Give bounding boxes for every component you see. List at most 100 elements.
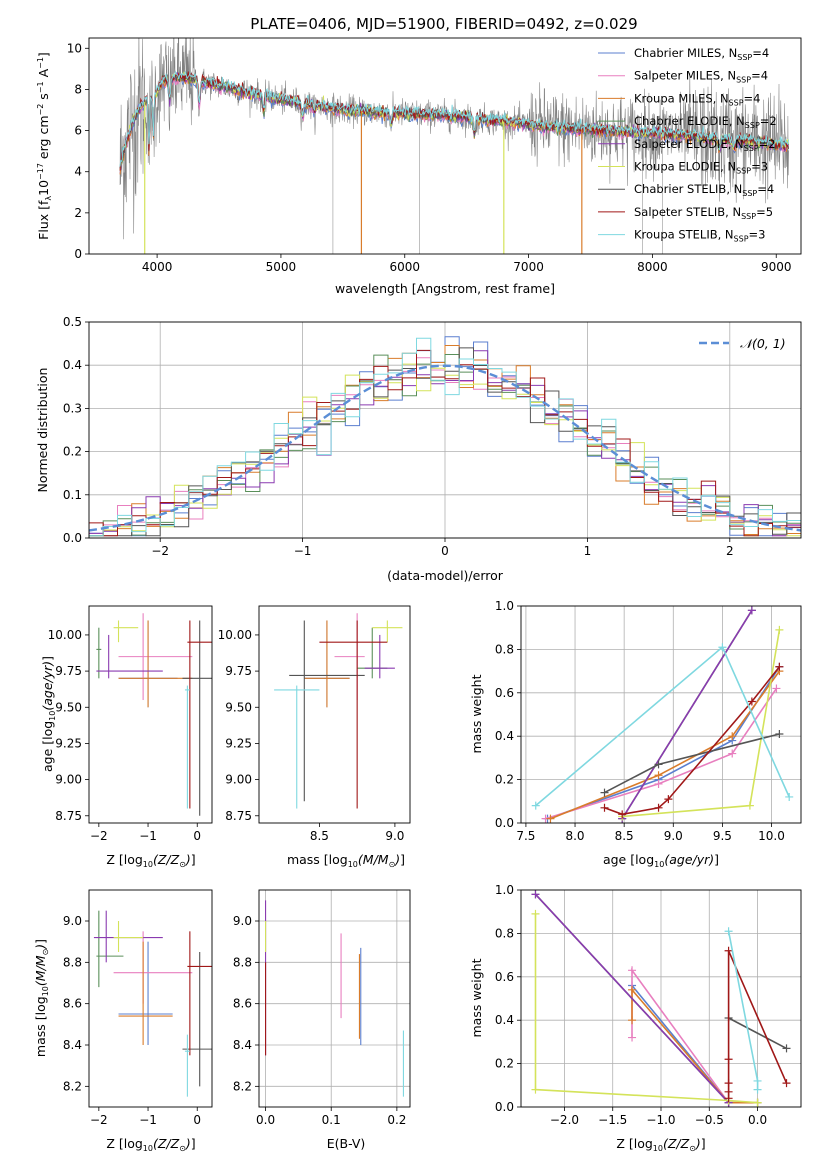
panel-2-axes: −2 −1 0 8.75 9.00 9.25 9.50 9.75 10.00 <box>48 628 201 843</box>
legend-subscript: SSP <box>734 235 749 244</box>
legend-label: Salpeter STELIB, NSSP=5 <box>634 205 773 221</box>
legend-subscript: SSP <box>737 53 752 62</box>
y-tick-label: 9.00 <box>225 773 252 787</box>
panel-6-x-label: E(B-V) <box>327 1136 366 1151</box>
x-tick-label: 10.0 <box>758 829 785 843</box>
panel-5-x-label: Z [log10(Z/Z⊙)] <box>106 1136 195 1153</box>
y-tick-label: 8.2 <box>63 1079 82 1093</box>
weight-marker-kroupa-elodie <box>531 909 540 918</box>
panel-7-axes: −2.0 −1.5 −1.0 −0.5 0.0 0.0 0.2 0.4 0.6 0.8 1.0 <box>495 883 801 1127</box>
weight-marker-kroupa-elodie <box>753 1098 762 1107</box>
y-tick-label: 8.2 <box>233 1079 252 1093</box>
spectrum-x-label: wavelength [Angstrom, rest frame] <box>335 281 555 296</box>
panel-4-y-label: mass weight <box>469 674 484 753</box>
y-tick-label: 8.6 <box>63 997 82 1011</box>
legend-subscript: SSP <box>736 167 751 176</box>
panel-0-axes: 4000 5000 6000 7000 8000 9000 0 2 4 6 8 10 <box>67 41 792 274</box>
x-tick-label: 0 <box>441 544 449 558</box>
y-tick-label: 9.50 <box>55 700 82 714</box>
x-tick-label: 8000 <box>637 260 668 274</box>
y-tick-label: 0.2 <box>495 773 514 787</box>
x-tick-label: 0.2 <box>387 1113 406 1127</box>
weight-marker-salpeter-stelib <box>600 803 609 812</box>
y-tick-label: 0.4 <box>495 1013 514 1027</box>
weight-marker-salpeter-stelib <box>782 1079 791 1088</box>
weight-marker-kroupa-elodie <box>531 1085 540 1094</box>
y-tick-label: 0.4 <box>495 729 514 743</box>
y-tick-label: 0.2 <box>495 1057 514 1071</box>
weight-marker-salpeter-elodie <box>747 606 756 615</box>
histogram-plot <box>89 336 801 538</box>
weight-marker-salpeter-stelib <box>724 946 733 955</box>
legend-suffix: =4 <box>751 69 768 83</box>
weight-marker-salpeter-miles <box>654 779 663 788</box>
x-tick-label: 0 <box>193 1113 201 1127</box>
weight-marker-salpeter-stelib <box>775 662 784 671</box>
y-tick-label: 9.25 <box>55 736 82 750</box>
y-tick-label: 0.5 <box>63 315 82 329</box>
y-tick-label: 9.0 <box>233 914 252 928</box>
weight-line-salpeter-elodie <box>534 893 730 1104</box>
legend-subscript: SSP <box>729 98 744 107</box>
panel-3-axes: 8.5 9.0 8.75 9.00 9.25 9.50 9.75 10.00 <box>218 628 405 843</box>
panel-7-x-label: Z [log10(Z/Z⊙)] <box>616 1136 705 1153</box>
figure-title: PLATE=0406, MJD=51900, FIBERID=0492, z=0… <box>250 15 637 33</box>
y-tick-label: 8.75 <box>55 809 82 823</box>
panel-2-frame <box>88 605 213 824</box>
weight-marker-kroupa-miles <box>728 732 737 741</box>
weight-marker-kroupa-elodie <box>745 801 754 810</box>
spectrum-y-label: Flux [fλ10−17 erg cm−2 s−1 A−1] <box>36 52 53 240</box>
histogram-y-label: Normed distribution <box>35 368 50 493</box>
x-tick-label: −2 <box>90 829 108 843</box>
weight-marker-salpeter-miles <box>728 749 737 758</box>
y-tick-label: 9.0 <box>63 914 82 928</box>
x-tick-label: 0.0 <box>748 1113 767 1127</box>
legend-subscript: SSP <box>741 212 756 221</box>
y-tick-label: 0 <box>74 247 82 261</box>
y-tick-label: 8.8 <box>63 955 82 969</box>
x-tick-label: 0.0 <box>256 1113 275 1127</box>
panel-2-y-label: age [log10(age/yr)] <box>40 656 57 772</box>
legend-suffix: =4 <box>752 46 769 60</box>
weight-line-chabrier-stelib <box>728 1017 787 1050</box>
weight-marker-salpeter-stelib <box>654 803 663 812</box>
weight-marker-kroupa-miles <box>654 771 663 780</box>
weight-marker-kroupa-stelib <box>724 927 733 936</box>
legend-suffix: =3 <box>751 160 768 174</box>
weight-marker-chabrier-stelib <box>782 1044 791 1053</box>
y-tick-label: 0.1 <box>63 488 82 502</box>
weight-marker-kroupa-stelib <box>718 643 727 652</box>
legend-suffix: =4 <box>757 182 774 196</box>
y-tick-label: 6 <box>74 124 82 138</box>
y-tick-label: 0.3 <box>63 401 82 415</box>
y-tick-label: 10.00 <box>48 628 82 642</box>
weight-line-salpeter-elodie <box>621 609 753 820</box>
x-tick-label: 2 <box>726 544 734 558</box>
panel-4-x-label: age [log10(age/yr)] <box>603 852 719 869</box>
x-tick-label: 9000 <box>761 260 792 274</box>
y-tick-label: 9.50 <box>225 700 252 714</box>
x-tick-label: 8.0 <box>565 829 584 843</box>
y-tick-label: 9.00 <box>55 773 82 787</box>
legend-suffix: =3 <box>749 228 766 242</box>
weight-marker-salpeter-stelib <box>724 1079 733 1088</box>
model-spectrum-kroupa-stelib <box>119 70 790 167</box>
panel-4-frame <box>520 605 802 824</box>
panel-0-frame <box>88 37 802 255</box>
legend-suffix: =2 <box>760 114 777 128</box>
weight-marker-salpeter-miles <box>772 684 781 693</box>
panel-5-frame <box>88 889 213 1108</box>
y-tick-label: 10.00 <box>218 628 252 642</box>
x-tick-label: 4000 <box>142 260 173 274</box>
errorbar-plot-3 <box>274 613 403 809</box>
y-tick-label: 0.4 <box>63 358 82 372</box>
legend-label: Salpeter MILES, NSSP=4 <box>634 69 768 85</box>
y-tick-label: 0.6 <box>495 686 514 700</box>
weight-line-salpeter-stelib <box>604 666 781 816</box>
weight-marker-salpeter-miles <box>628 1033 637 1042</box>
x-tick-label: −0.5 <box>695 1113 724 1127</box>
errorbar-plot-5 <box>93 910 212 1097</box>
weight-marker-kroupa-elodie <box>775 625 784 634</box>
histogram-salpeter-elodie <box>89 350 801 538</box>
x-tick-label: −2 <box>90 1113 108 1127</box>
